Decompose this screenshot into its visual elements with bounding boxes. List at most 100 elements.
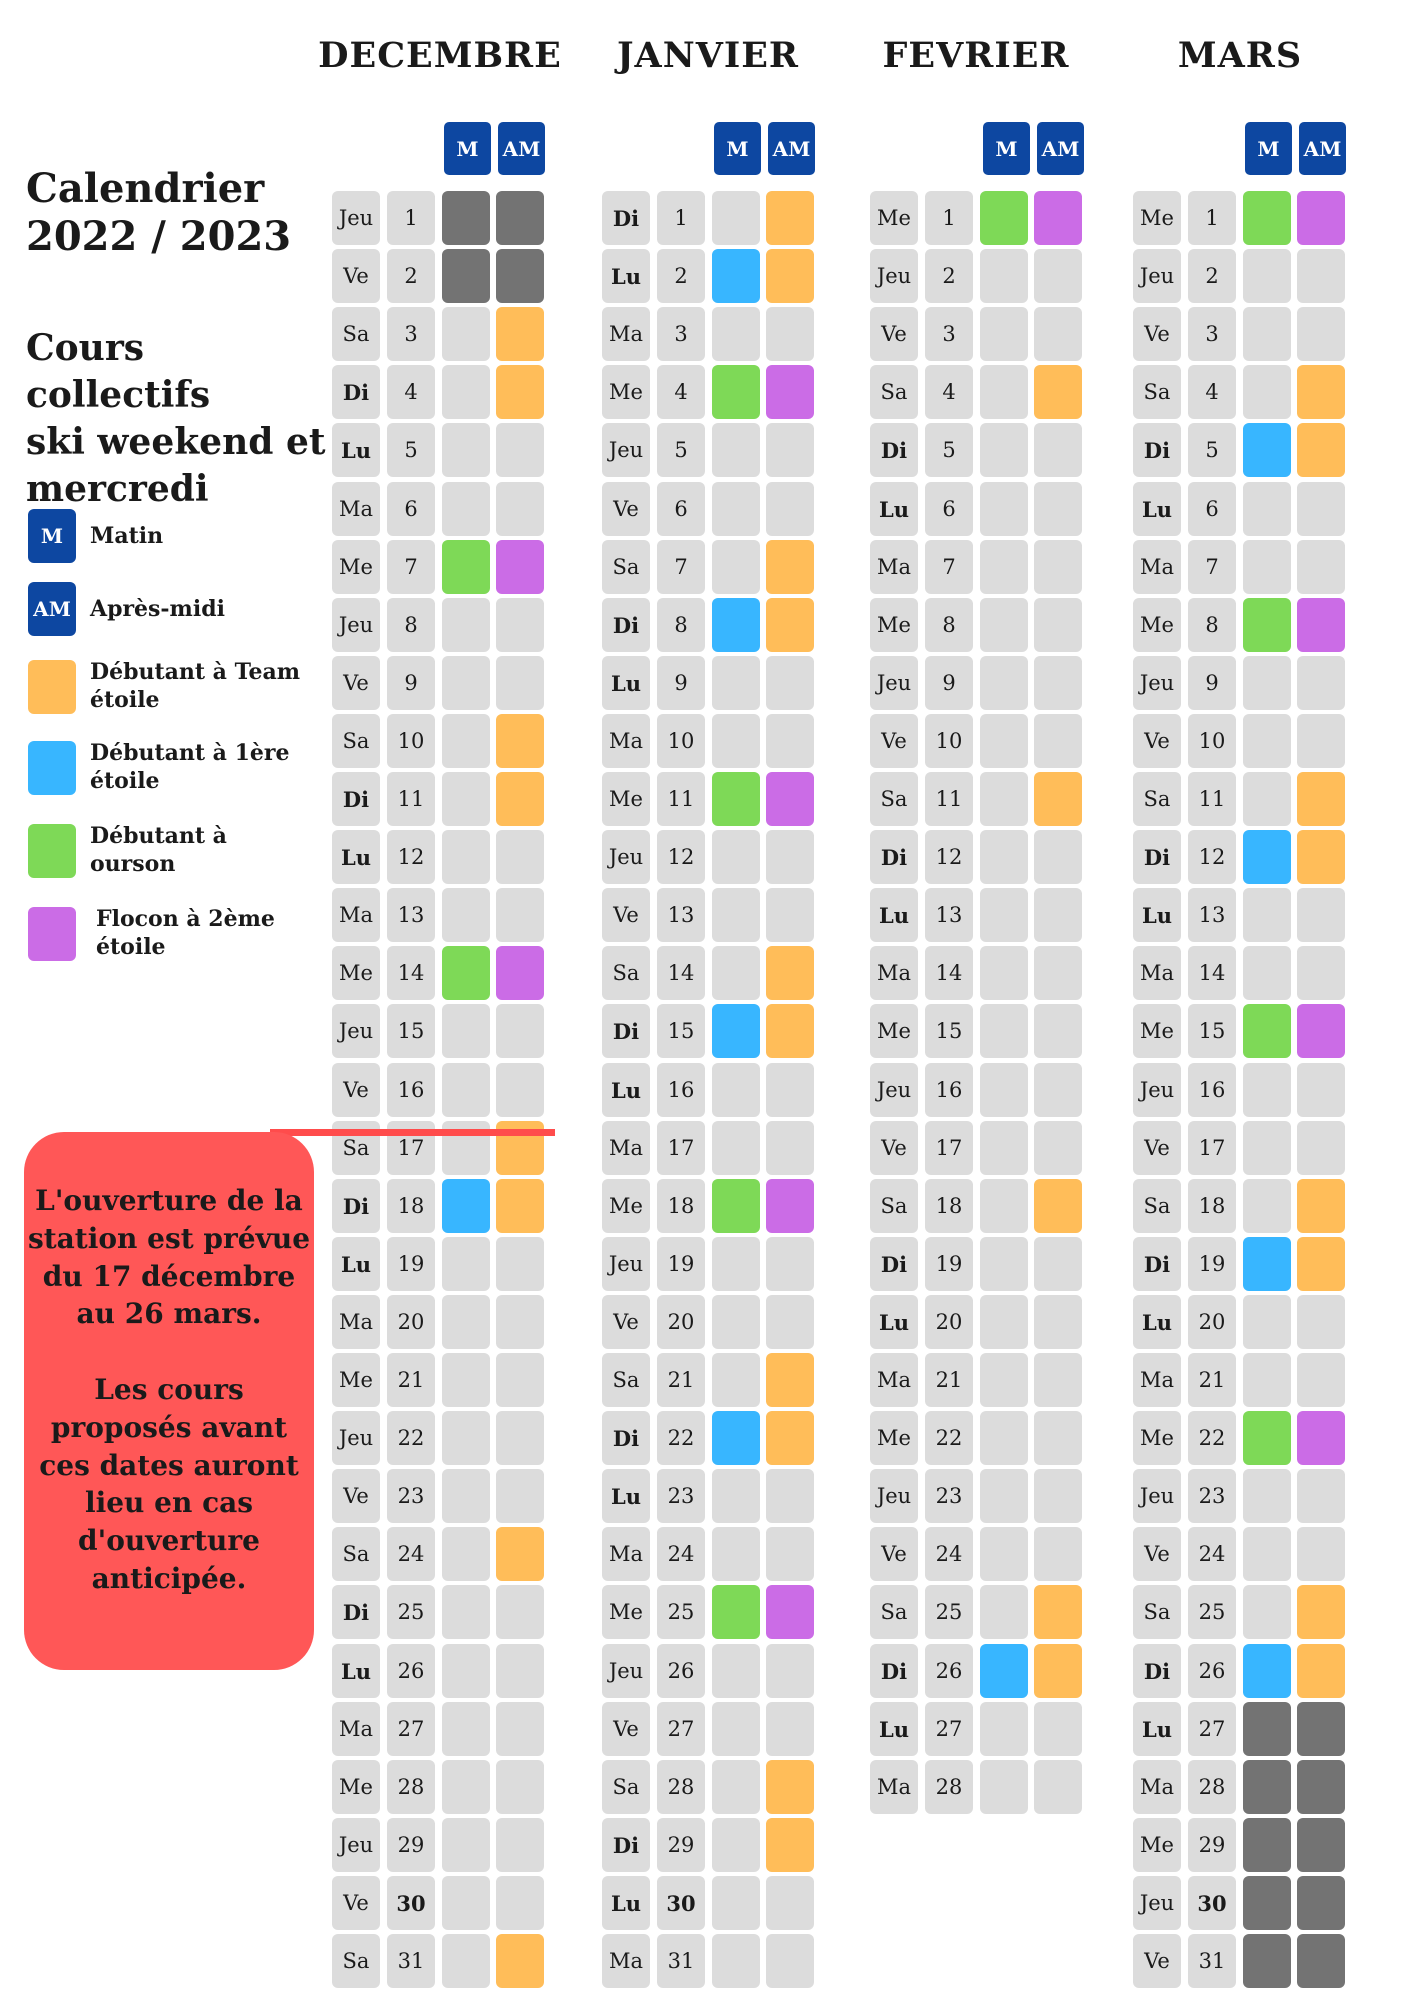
morning-slot bbox=[980, 946, 1028, 1000]
legend-label-4: Débutant à 1ère étoile bbox=[90, 740, 290, 794]
day-number-cell: 15 bbox=[1188, 1004, 1236, 1058]
day-number-cell: 24 bbox=[1188, 1527, 1236, 1581]
weekday-cell: Lu bbox=[870, 1702, 918, 1756]
page-title: Calendrier 2022 / 2023 bbox=[26, 165, 326, 261]
morning-slot bbox=[980, 540, 1028, 594]
day-number-cell: 9 bbox=[925, 656, 973, 710]
legend-swatch-5 bbox=[28, 824, 76, 878]
morning-slot bbox=[1243, 482, 1291, 536]
afternoon-slot bbox=[766, 1585, 814, 1639]
day-number-cell: 13 bbox=[387, 888, 435, 942]
day-number-cell: 3 bbox=[1188, 307, 1236, 361]
day-number-cell: 30 bbox=[657, 1876, 705, 1930]
weekday-cell: Sa bbox=[332, 1934, 380, 1988]
day-number-cell: 13 bbox=[925, 888, 973, 942]
morning-slot bbox=[1243, 1818, 1291, 1872]
note-divider bbox=[270, 1129, 555, 1136]
header-morning-janvier: M bbox=[714, 122, 761, 175]
day-number-cell: 10 bbox=[387, 714, 435, 768]
afternoon-slot bbox=[496, 1760, 544, 1814]
morning-slot bbox=[980, 1237, 1028, 1291]
day-number-cell: 16 bbox=[1188, 1063, 1236, 1117]
day-number-cell: 24 bbox=[657, 1527, 705, 1581]
day-number-cell: 4 bbox=[387, 365, 435, 419]
weekday-cell: Di bbox=[1133, 423, 1181, 477]
weekday-cell: Ma bbox=[1133, 1353, 1181, 1407]
header-morning-decembre: M bbox=[444, 122, 491, 175]
morning-slot bbox=[980, 1063, 1028, 1117]
afternoon-slot bbox=[1034, 1004, 1082, 1058]
morning-slot bbox=[1243, 1527, 1291, 1581]
afternoon-slot bbox=[766, 307, 814, 361]
note-line-4: au 26 mars. bbox=[76, 1297, 262, 1330]
morning-slot bbox=[712, 1121, 760, 1175]
afternoon-slot bbox=[496, 1179, 544, 1233]
morning-slot bbox=[712, 1702, 760, 1756]
legend-swatch-4 bbox=[28, 741, 76, 795]
day-number-cell: 21 bbox=[1188, 1353, 1236, 1407]
weekday-cell: Ma bbox=[870, 540, 918, 594]
weekday-cell: Lu bbox=[332, 1237, 380, 1291]
day-number-cell: 20 bbox=[387, 1295, 435, 1349]
morning-slot bbox=[712, 423, 760, 477]
morning-slot bbox=[712, 1237, 760, 1291]
weekday-cell: Me bbox=[1133, 191, 1181, 245]
opening-dates-note bbox=[24, 1132, 314, 1670]
morning-slot bbox=[442, 1934, 490, 1988]
morning-slot bbox=[442, 1063, 490, 1117]
weekday-cell: Jeu bbox=[602, 1237, 650, 1291]
morning-slot bbox=[712, 598, 760, 652]
morning-slot bbox=[1243, 772, 1291, 826]
afternoon-slot bbox=[496, 830, 544, 884]
day-number-cell: 11 bbox=[387, 772, 435, 826]
weekday-cell: Lu bbox=[602, 1876, 650, 1930]
weekday-cell: Me bbox=[1133, 598, 1181, 652]
morning-slot bbox=[712, 482, 760, 536]
day-number-cell: 15 bbox=[657, 1004, 705, 1058]
afternoon-slot bbox=[1297, 191, 1345, 245]
header-morning-fevrier: M bbox=[983, 122, 1030, 175]
weekday-cell: Ve bbox=[602, 482, 650, 536]
morning-slot bbox=[980, 1585, 1028, 1639]
morning-slot bbox=[712, 1411, 760, 1465]
weekday-cell: Lu bbox=[1133, 1295, 1181, 1349]
afternoon-slot bbox=[1034, 1063, 1082, 1117]
weekday-cell: Di bbox=[1133, 1644, 1181, 1698]
day-number-cell: 4 bbox=[657, 365, 705, 419]
day-number-cell: 14 bbox=[925, 946, 973, 1000]
day-number-cell: 26 bbox=[925, 1644, 973, 1698]
morning-slot bbox=[442, 307, 490, 361]
morning-slot bbox=[1243, 830, 1291, 884]
afternoon-slot bbox=[1034, 946, 1082, 1000]
day-number-cell: 28 bbox=[1188, 1760, 1236, 1814]
weekday-cell: Sa bbox=[1133, 365, 1181, 419]
afternoon-slot bbox=[496, 423, 544, 477]
morning-slot bbox=[442, 540, 490, 594]
day-number-cell: 4 bbox=[1188, 365, 1236, 419]
day-number-cell: 18 bbox=[387, 1179, 435, 1233]
note-line-10: d'ouverture bbox=[78, 1524, 260, 1557]
day-number-cell: 8 bbox=[925, 598, 973, 652]
weekday-cell: Ma bbox=[602, 307, 650, 361]
day-number-cell: 25 bbox=[657, 1585, 705, 1639]
day-number-cell: 18 bbox=[657, 1179, 705, 1233]
afternoon-slot bbox=[1297, 307, 1345, 361]
weekday-cell: Di bbox=[332, 1585, 380, 1639]
afternoon-slot bbox=[496, 772, 544, 826]
morning-slot bbox=[442, 423, 490, 477]
afternoon-slot bbox=[1297, 1876, 1345, 1930]
afternoon-slot bbox=[1297, 249, 1345, 303]
day-number-cell: 3 bbox=[387, 307, 435, 361]
day-number-cell: 11 bbox=[925, 772, 973, 826]
morning-slot bbox=[1243, 946, 1291, 1000]
afternoon-slot bbox=[766, 1179, 814, 1233]
weekday-cell: Sa bbox=[602, 1760, 650, 1814]
afternoon-slot bbox=[766, 830, 814, 884]
afternoon-slot bbox=[1034, 365, 1082, 419]
afternoon-slot bbox=[496, 1411, 544, 1465]
page-subtitle-line-1: Cours collectifs bbox=[26, 327, 211, 416]
morning-slot bbox=[980, 307, 1028, 361]
weekday-cell: Ve bbox=[1133, 1527, 1181, 1581]
weekday-cell: Me bbox=[870, 191, 918, 245]
weekday-cell: Sa bbox=[1133, 772, 1181, 826]
